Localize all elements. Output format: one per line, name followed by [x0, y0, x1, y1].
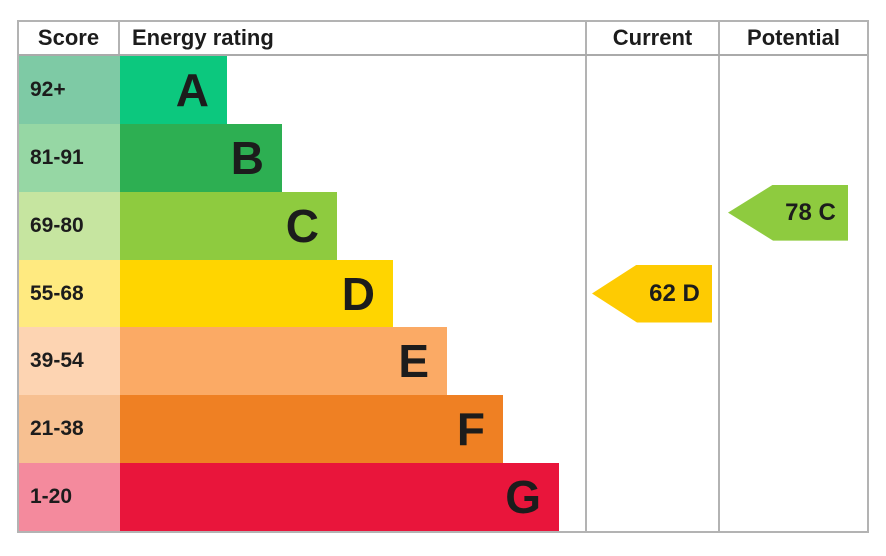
energy-rating-column-header: Energy rating	[132, 25, 274, 50]
table-header-row: Score Energy rating Current Potential	[19, 22, 867, 56]
score-range-cell-g: 1-20	[19, 463, 120, 532]
energy-band-bar-e: E	[120, 327, 447, 396]
epc-table: Score Energy rating Current Potential 92…	[17, 20, 869, 533]
band-letter: D	[341, 267, 375, 320]
current-column: 62 D	[585, 56, 718, 531]
potential-rating-label: 78 C	[785, 198, 836, 226]
energy-band-bar-c: C	[120, 191, 337, 260]
score-range-cell-c: 69-80	[19, 191, 120, 260]
band-letter: C	[285, 199, 319, 252]
score-range-label: 92+	[30, 77, 66, 101]
potential-rating-arrow: 78 C	[728, 184, 848, 241]
band-letter: B	[230, 131, 264, 184]
energy-band-bar-d: D	[120, 259, 393, 328]
current-rating-arrow: 62 D	[592, 264, 712, 323]
score-range-cell-d: 55-68	[19, 259, 120, 328]
band-letter: G	[505, 471, 541, 524]
energy-band-bar-a: A	[120, 56, 227, 124]
score-column-header: Score	[19, 22, 120, 54]
potential-column-header: Potential	[718, 22, 867, 54]
band-letter: F	[456, 403, 485, 456]
current-rating-label: 62 D	[649, 279, 700, 307]
score-range-label: 81-91	[30, 145, 84, 169]
score-range-cell-a: 92+	[19, 56, 120, 124]
score-range-label: 1-20	[30, 485, 73, 509]
score-range-label: 21-38	[30, 417, 84, 441]
score-range-label: 69-80	[30, 213, 84, 237]
band-letter: E	[398, 335, 429, 388]
energy-band-bar-f: F	[120, 395, 503, 464]
score-range-label: 39-54	[30, 349, 84, 373]
score-range-cell-b: 81-91	[19, 123, 120, 192]
potential-column: 78 C	[718, 56, 867, 531]
score-range-label: 55-68	[30, 281, 84, 305]
energy-band-bar-g: G	[120, 463, 559, 532]
score-range-cell-f: 21-38	[19, 395, 120, 464]
energy-band-bar-b: B	[120, 123, 282, 192]
score-range-cell-e: 39-54	[19, 327, 120, 396]
current-column-header: Current	[585, 22, 718, 54]
band-letter: A	[175, 63, 209, 116]
score-column: 92+ 81-91 69-80 55-68 39-54 21-38 1-20	[19, 56, 120, 532]
